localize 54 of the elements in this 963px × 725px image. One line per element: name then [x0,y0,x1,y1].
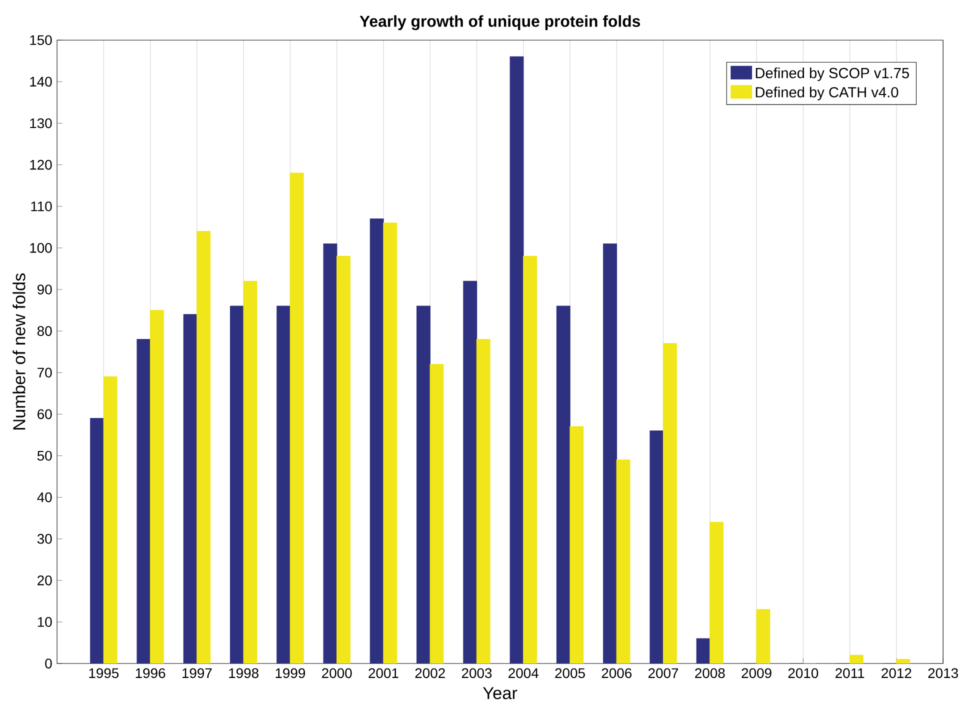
bar [370,218,384,664]
x-tick-label: 2006 [602,668,632,678]
y-tick-label: 110 [31,201,52,212]
x-tick-label: 2002 [415,668,445,678]
bar [603,243,617,664]
bar [696,638,710,664]
bar [276,306,291,664]
y-tick-label: 30 [37,534,52,544]
y-tick-label: 20 [38,575,52,586]
x-tick-label: 2001 [368,668,398,678]
y-tick-label: 140 [30,76,52,87]
x-axis-title: Year [483,687,518,700]
chart-title: Yearly growth of unique protein folds [360,15,640,30]
x-tick-label: 2010 [788,668,818,678]
legend-label: Defined by SCOP v1.75 [756,67,909,81]
y-tick-label: 130 [30,118,52,128]
x-tick-label: 2012 [882,668,912,678]
bar [650,430,664,664]
bar [90,418,104,664]
x-tick-label: 1997 [182,668,212,678]
x-tick-label: 2000 [322,668,352,678]
x-tick-label: 1995 [89,668,119,678]
x-tick-label: 2009 [742,668,772,678]
bar [463,280,478,664]
x-tick-label: 2005 [555,668,585,678]
bar [323,243,338,664]
x-tick-label: 1996 [136,668,166,678]
x-tick-label: 2013 [928,668,958,678]
bar [416,306,430,664]
bar [510,56,524,664]
x-tick-label: 1998 [229,668,258,678]
x-tick-label: 2011 [836,668,864,678]
x-tick-label: 2004 [508,668,538,678]
y-tick-label: 120 [30,160,52,170]
y-tick-label: 40 [37,492,52,502]
bar [230,306,244,664]
x-tick-label: 2008 [695,668,725,678]
y-tick-label: 0 [45,658,52,668]
y-tick-label: 100 [30,242,52,253]
bar [556,306,570,664]
y-tick-label: 60 [38,409,52,420]
y-tick-label: 80 [37,326,52,336]
x-tick-label: 1999 [276,668,306,678]
y-tick-label: 10 [38,616,52,627]
x-tick-label: 2003 [462,668,492,678]
legend-label: Defined by CATH v4.0 [756,86,898,100]
y-tick-label: 50 [37,450,52,461]
y-tick-label: 70 [38,368,52,378]
bar [183,314,198,664]
x-tick-label: 2007 [648,668,678,678]
bar [136,338,151,664]
y-tick-label: 150 [30,35,52,45]
y-axis-title: Number of new folds [12,273,26,430]
y-tick-label: 90 [38,284,52,294]
